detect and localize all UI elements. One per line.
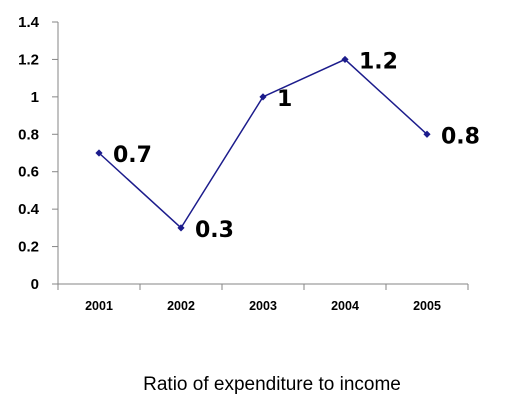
x-tick-label: 2003 [249,299,277,313]
axes [52,21,469,290]
data-point-marker [95,149,103,157]
y-tick-label: 0.6 [18,164,39,181]
y-axis-tick-labels: 0 0.2 0.4 0.6 0.8 1 1.2 1.4 [18,14,40,293]
x-tick-label: 2004 [331,299,359,313]
y-tick-label: 0.4 [18,201,40,218]
data-point-marker [259,93,267,101]
data-label: 0.7 [113,143,152,168]
y-tick-label: 1.2 [18,51,39,68]
data-label: 1 [277,87,292,112]
data-point-marker [423,130,431,138]
x-tick-label: 2002 [167,299,195,313]
x-axis-tick-labels: 2001 2002 2003 2004 2005 [85,299,441,313]
markers-layer [95,55,431,232]
y-tick-label: 1 [31,89,39,106]
x-tick-label: 2001 [85,299,113,313]
data-label: 0.3 [195,218,234,243]
y-tick-label: 0.8 [18,126,39,143]
x-tick-label: 2005 [413,299,441,313]
data-label: 1.2 [359,49,398,74]
y-tick-label: 1.4 [18,14,40,31]
y-tick-label: 0.2 [18,239,39,256]
data-labels-layer: 0.7 0.3 1 1.2 0.8 [113,49,480,242]
chart-caption: Ratio of expenditure to income [143,374,401,395]
y-tick-label: 0 [31,276,39,293]
data-label: 0.8 [441,124,480,149]
data-point-marker [177,224,185,232]
data-point-marker [341,55,349,64]
